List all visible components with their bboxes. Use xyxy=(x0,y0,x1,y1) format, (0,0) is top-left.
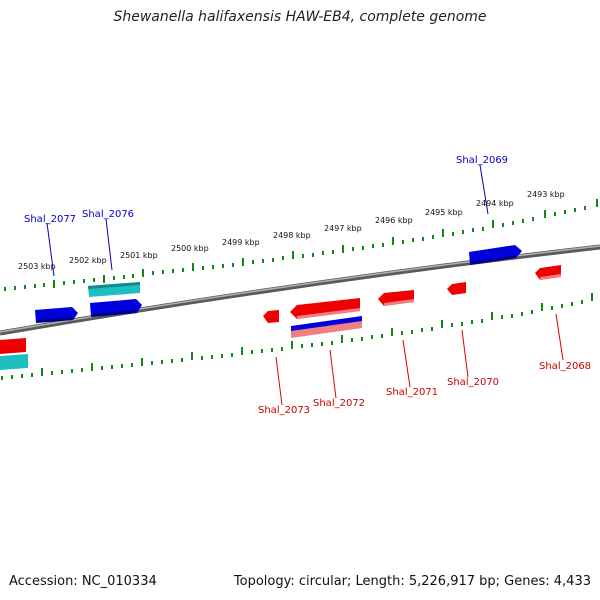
reverse-genes xyxy=(0,265,561,354)
tick-label: 2494 kbp xyxy=(476,199,514,208)
genome-summary-text: Topology: circular; Length: 5,226,917 bp… xyxy=(233,574,591,589)
gene-label[interactable]: Shal_2070 xyxy=(447,377,499,388)
label-connectors xyxy=(46,164,564,406)
tick-label: 2501 kbp xyxy=(120,251,158,260)
tick-label: 2498 kbp xyxy=(273,231,311,240)
tick-label: 2493 kbp xyxy=(527,190,565,199)
tick-label: 2496 kbp xyxy=(375,216,413,225)
accession-text: Accession: NC_010334 xyxy=(9,574,157,589)
gene-label[interactable]: Shal_2068 xyxy=(539,361,591,372)
gene-reverse[interactable] xyxy=(290,298,360,319)
gene-label[interactable]: Shal_2071 xyxy=(386,387,438,398)
gene-forward-alt[interactable] xyxy=(88,282,140,297)
tick-label: 2503 kbp xyxy=(18,262,56,271)
tick-label: 2495 kbp xyxy=(425,208,463,217)
tick-labels: 2503 kbp 2502 kbp 2501 kbp 2500 kbp 2499… xyxy=(18,190,565,271)
gene-label[interactable]: Shal_2076 xyxy=(82,209,134,220)
gene-labels: Shal_2077 Shal_2076 Shal_2069 Shal_2073 … xyxy=(24,155,591,416)
gene-label[interactable]: Shal_2072 xyxy=(313,398,365,409)
gene-forward-overlap[interactable] xyxy=(291,316,362,338)
genome-backbone xyxy=(0,244,600,336)
tick-label: 2502 kbp xyxy=(69,256,107,265)
gene-reverse-left[interactable] xyxy=(0,338,26,354)
gene-label[interactable]: Shal_2077 xyxy=(24,214,76,225)
gene-forward[interactable] xyxy=(90,299,142,317)
inner-tick-ring xyxy=(1,293,593,380)
gene-reverse[interactable] xyxy=(447,282,466,295)
outer-tick-ring xyxy=(4,199,598,291)
gene-reverse[interactable] xyxy=(535,265,561,280)
gene-forward-alt-left[interactable] xyxy=(0,354,28,370)
gene-label[interactable]: Shal_2069 xyxy=(456,155,508,166)
gene-label[interactable]: Shal_2073 xyxy=(258,405,310,416)
map-title: Shewanella halifaxensis HAW-EB4, complet… xyxy=(113,9,487,25)
tick-label: 2497 kbp xyxy=(324,224,362,233)
tick-label: 2500 kbp xyxy=(171,244,209,253)
gene-forward[interactable] xyxy=(35,307,78,323)
tick-label: 2499 kbp xyxy=(222,238,260,247)
forward-genes xyxy=(0,245,522,370)
gene-forward[interactable] xyxy=(469,245,522,265)
gene-reverse[interactable] xyxy=(263,310,279,323)
gene-reverse[interactable] xyxy=(378,290,414,306)
